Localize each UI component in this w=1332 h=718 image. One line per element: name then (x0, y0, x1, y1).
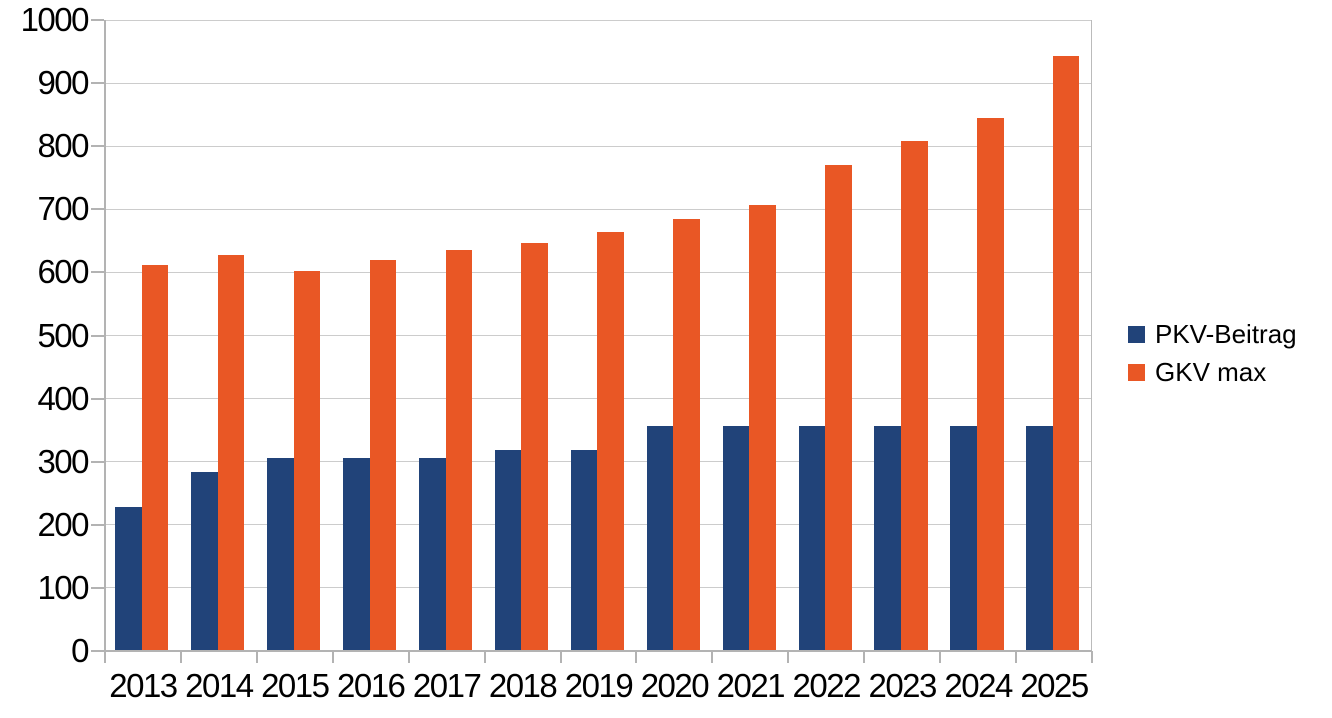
bar-gkv-max-2020 (673, 218, 700, 651)
y-axis-tick (91, 523, 104, 526)
bar-gkv-max-2014 (217, 254, 245, 651)
x-axis-tick-label-2019: 2019 (564, 667, 634, 704)
bar-pkv-beitrag-2025 (1026, 425, 1053, 651)
y-axis-tick (91, 145, 104, 148)
y-axis-tick-label: 800 (37, 127, 89, 165)
y-axis-tick-label: 100 (37, 568, 89, 606)
y-axis-tick (91, 271, 104, 274)
gridline-y-1000 (105, 19, 1092, 21)
x-axis-tick (1015, 651, 1018, 663)
x-axis-tick (939, 651, 942, 663)
bar-gkv-max-2021 (749, 204, 776, 651)
x-axis-tick-label-2017: 2017 (412, 667, 482, 704)
y-axis-tick-label: 400 (37, 379, 89, 417)
bar-pkv-beitrag-2020 (646, 425, 674, 651)
y-axis-tick-label: 300 (37, 442, 89, 480)
legend-label: PKV-Beitrag (1155, 319, 1297, 349)
bar-pkv-beitrag-2016 (343, 457, 370, 651)
x-axis-tick-label-2024: 2024 (944, 667, 1013, 704)
y-axis-line (104, 20, 106, 663)
bar-pkv-beitrag-2014 (191, 471, 218, 651)
bar-gkv-max-2015 (293, 270, 321, 651)
x-axis-tick-label-2025: 2025 (1020, 667, 1089, 704)
y-axis-tick-label: 0 (71, 632, 89, 669)
x-axis-tick-label-2022: 2022 (792, 667, 862, 704)
bar-pkv-beitrag-2018 (494, 449, 522, 651)
x-axis-tick-label-2014: 2014 (185, 667, 254, 704)
bar-gkv-max-2025 (1052, 55, 1080, 651)
y-axis-tick (91, 397, 104, 400)
bar-gkv-max-2024 (976, 118, 1004, 651)
gridline-y-900 (105, 82, 1092, 84)
y-axis-tick (91, 19, 104, 21)
bar-pkv-beitrag-2017 (418, 457, 446, 651)
x-axis-tick (1091, 651, 1093, 663)
bar-pkv-beitrag-2013 (115, 507, 142, 651)
bar-gkv-max-2016 (369, 260, 397, 651)
legend-swatch-icon (1128, 325, 1145, 343)
plot-right-border (1091, 20, 1092, 651)
gridline-y-700 (105, 208, 1092, 210)
y-axis-tick (91, 650, 104, 652)
bar-gkv-max-2022 (825, 165, 852, 651)
x-axis-tick (559, 651, 562, 663)
legend-swatch-icon (1128, 363, 1145, 381)
bar-pkv-beitrag-2023 (874, 425, 902, 651)
y-axis-tick-label: 900 (37, 64, 89, 102)
x-axis-tick-label-2021: 2021 (716, 667, 786, 704)
gridline-y-800 (105, 145, 1092, 147)
legend-item-gkv-max: GKV max (1128, 358, 1297, 386)
bar-gkv-max-2017 (445, 249, 473, 651)
y-axis-tick (91, 460, 104, 463)
bar-pkv-beitrag-2015 (267, 457, 294, 651)
x-axis-tick-label-2020: 2020 (640, 667, 710, 704)
bar-pkv-beitrag-2022 (798, 425, 826, 651)
y-axis-tick-label: 1000 (20, 1, 90, 38)
legend-item-pkv-beitrag: PKV-Beitrag (1128, 320, 1297, 348)
x-axis-tick (787, 651, 790, 663)
y-axis-tick-label: 700 (37, 190, 89, 228)
bar-gkv-max-2023 (901, 141, 928, 651)
x-axis-tick (104, 651, 106, 663)
legend-label: GKV max (1155, 357, 1267, 387)
x-axis-tick (635, 651, 638, 663)
x-axis-tick-label-2013: 2013 (109, 667, 178, 704)
x-axis-tick (331, 651, 334, 663)
x-axis-tick-label-2016: 2016 (337, 667, 406, 704)
y-axis-tick (91, 82, 104, 85)
x-axis-tick-label-2015: 2015 (261, 667, 330, 704)
legend: PKV-Beitrag GKV max (1128, 320, 1297, 396)
x-axis-tick (863, 651, 866, 663)
y-axis-tick-label: 600 (37, 253, 89, 291)
y-axis-tick (91, 586, 104, 589)
plot-area (91, 19, 1092, 663)
bar-pkv-beitrag-2019 (570, 449, 598, 651)
bar-gkv-max-2019 (597, 232, 624, 651)
y-axis-tick-label: 500 (37, 316, 89, 354)
x-axis-tick (255, 651, 258, 663)
x-axis-tick-label-2018: 2018 (488, 667, 558, 704)
bar-pkv-beitrag-2021 (722, 425, 750, 651)
y-axis-tick-label: 200 (37, 505, 89, 543)
y-axis-tick (91, 208, 104, 211)
x-axis-tick (483, 651, 486, 663)
y-axis-tick (91, 334, 104, 337)
bar-gkv-max-2013 (141, 265, 169, 651)
x-axis-tick-label-2023: 2023 (868, 667, 937, 704)
x-axis-tick (711, 651, 714, 663)
bar-pkv-beitrag-2024 (950, 425, 977, 651)
bar-gkv-max-2018 (521, 242, 548, 651)
x-axis-line (91, 650, 1092, 652)
x-axis-tick (407, 651, 410, 663)
x-axis-tick (179, 651, 182, 663)
